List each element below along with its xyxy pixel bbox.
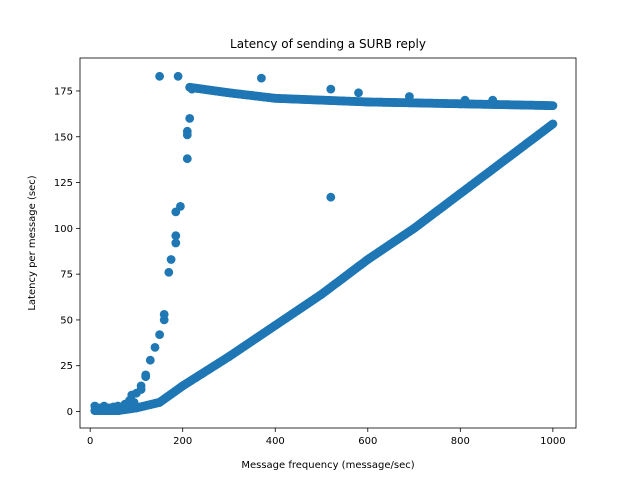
data-point <box>326 84 336 94</box>
data-point <box>136 381 146 391</box>
y-axis: 0 25 50 75 100 125 150 175 <box>54 86 80 418</box>
data-point <box>141 370 151 380</box>
data-point <box>173 71 183 81</box>
data-point <box>164 267 174 277</box>
x-tick-label: 1000 <box>540 436 565 447</box>
y-tick-label: 50 <box>60 315 73 326</box>
data-point <box>460 95 470 105</box>
y-tick-label: 175 <box>54 86 73 97</box>
data-point <box>176 202 185 211</box>
data-point <box>548 101 558 110</box>
data-point <box>159 310 169 319</box>
data-point <box>166 255 176 264</box>
x-tick-label: 800 <box>451 436 470 447</box>
x-tick-label: 600 <box>358 436 377 447</box>
data-point <box>548 119 558 129</box>
scatter-points <box>90 71 558 415</box>
data-point <box>182 154 192 164</box>
data-point <box>150 343 160 352</box>
data-point <box>187 84 197 94</box>
x-axis: 0 200 400 600 800 1000 <box>87 428 566 447</box>
data-point <box>129 398 139 407</box>
data-point <box>171 238 181 248</box>
data-point <box>155 330 165 339</box>
data-point <box>171 231 181 241</box>
data-point <box>326 192 336 202</box>
y-tick-label: 150 <box>54 132 73 143</box>
y-axis-label: Latency per message (sec) <box>27 175 38 310</box>
y-tick-label: 75 <box>60 270 73 281</box>
x-tick-label: 200 <box>173 436 192 447</box>
data-point <box>122 403 132 413</box>
data-point <box>185 114 195 123</box>
data-point <box>257 73 266 83</box>
x-tick-label: 400 <box>266 436 285 447</box>
x-tick-label: 0 <box>87 436 93 447</box>
data-point <box>145 355 155 365</box>
data-point <box>155 71 165 81</box>
data-point <box>488 95 498 105</box>
y-tick-label: 125 <box>54 178 73 189</box>
y-tick-label: 25 <box>60 361 73 372</box>
data-point <box>405 92 414 101</box>
chart-title: Latency of sending a SURB reply <box>230 37 426 51</box>
data-point <box>354 88 363 98</box>
x-axis-label: Message frequency (message/sec) <box>241 460 414 471</box>
plot-frame <box>79 57 577 429</box>
y-tick-label: 100 <box>54 224 73 235</box>
y-tick-label: 0 <box>67 407 73 418</box>
data-point <box>182 126 192 136</box>
